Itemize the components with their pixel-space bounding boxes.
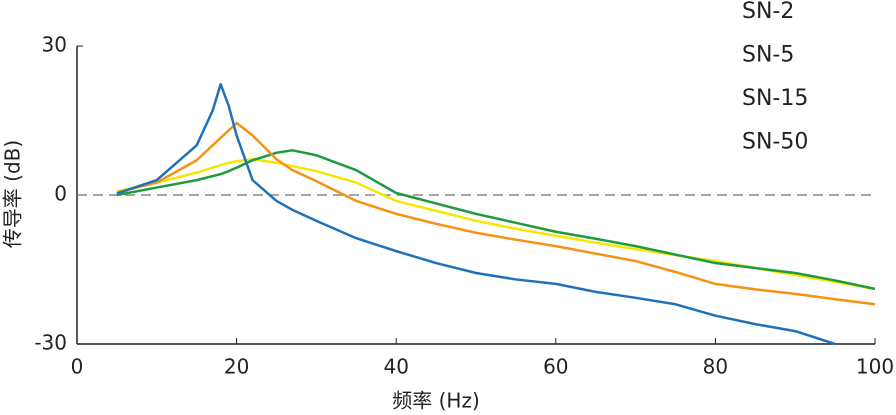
legend-text: SN-15 bbox=[742, 86, 808, 111]
y-tick-label: 0 bbox=[54, 182, 67, 206]
series-line bbox=[116, 82, 836, 346]
legend-text: SN-2 bbox=[742, 0, 794, 24]
legend-text: SN-50 bbox=[742, 130, 808, 155]
x-tick-label: 80 bbox=[703, 355, 728, 379]
series-line bbox=[116, 149, 876, 291]
y-tick-label: -30 bbox=[34, 331, 67, 355]
x-tick-label: 0 bbox=[71, 355, 84, 379]
y-tick-label: 30 bbox=[42, 33, 67, 57]
x-tick-label: 60 bbox=[543, 355, 568, 379]
x-tick-label: 20 bbox=[224, 355, 249, 379]
x-tick-label: 100 bbox=[856, 355, 894, 379]
legend-text: SN-5 bbox=[742, 43, 794, 68]
y-axis-label: 传导率 (dB) bbox=[1, 140, 25, 248]
series-line bbox=[116, 121, 876, 306]
x-tick-label: 40 bbox=[383, 355, 408, 379]
x-axis-label: 频率 (Hz) bbox=[392, 389, 480, 413]
series-line bbox=[116, 157, 876, 291]
